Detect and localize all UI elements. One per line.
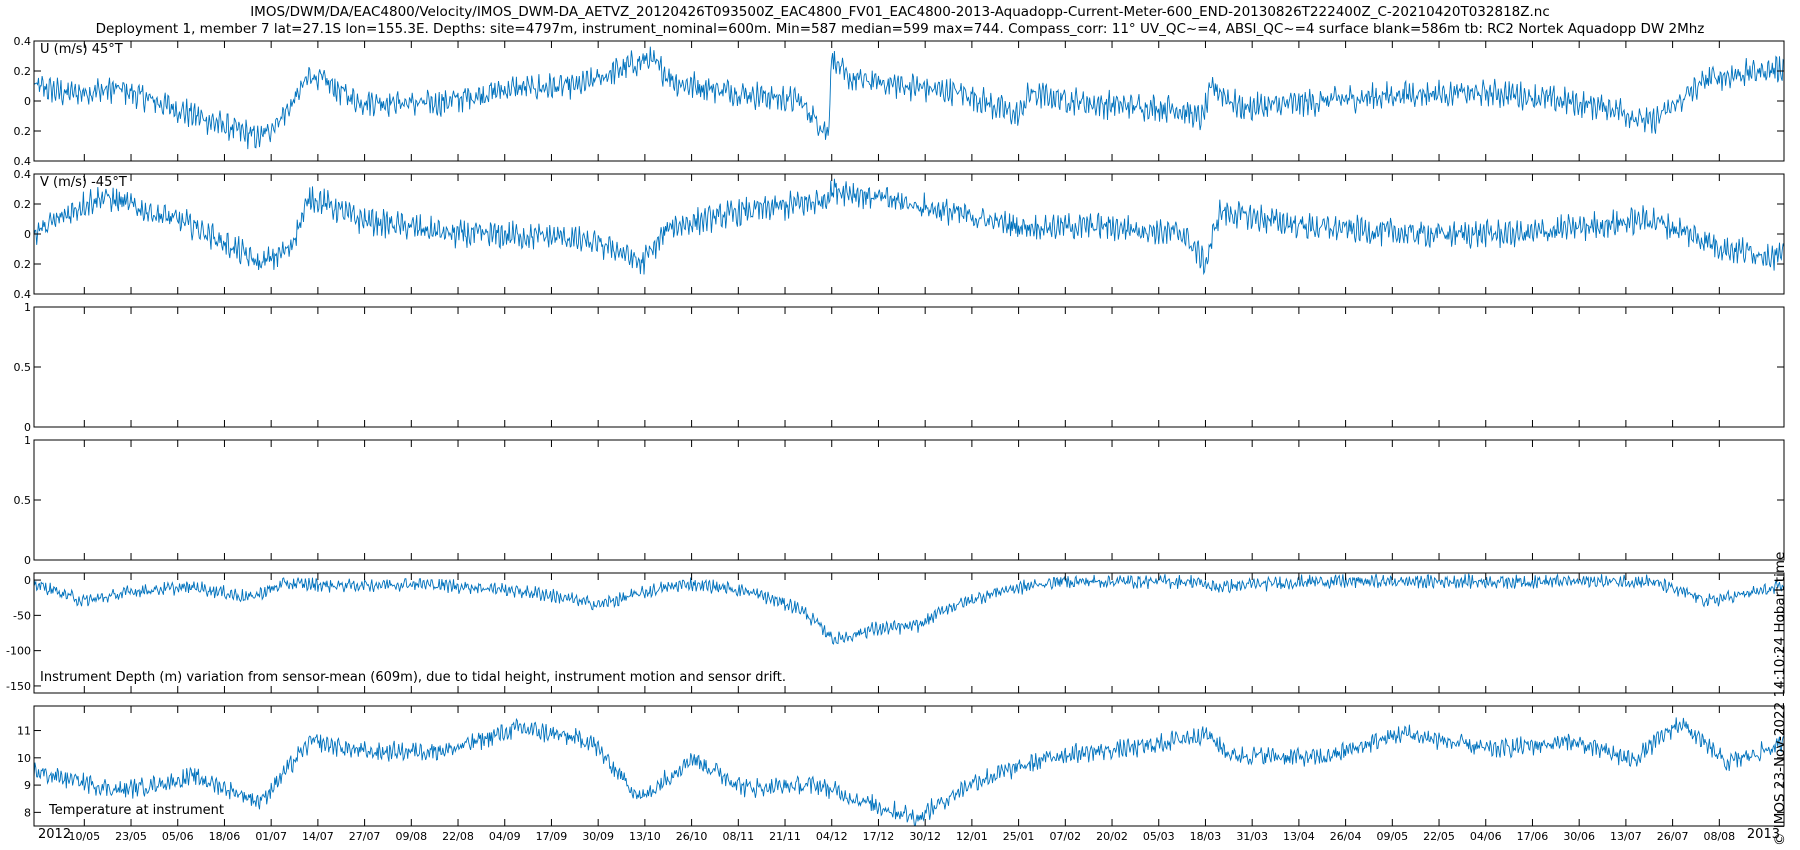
time-tick-label: 08/08 [1703, 830, 1735, 843]
figure-title-line-2: Deployment 1, member 7 lat=27.1S lon=155… [95, 21, 1705, 37]
y-tick-label: 11 [17, 725, 31, 738]
panel-instrument-depth: 0 -50 -100 -150 Instrument Depth (m) variati… [6, 572, 1785, 694]
y-tick-label: 10 [17, 752, 31, 765]
y-tick-label: -50 [13, 609, 31, 622]
y-tick-label: 0.2 [14, 125, 32, 138]
time-tick-label: 13/10 [629, 830, 661, 843]
time-tick-label: 09/05 [1376, 830, 1408, 843]
panel-empty-1: 10.50 [14, 301, 1785, 434]
time-tick-label: 04/12 [816, 830, 848, 843]
time-tick-label: 17/09 [536, 830, 568, 843]
time-tick-label: 17/06 [1517, 830, 1549, 843]
y-tick-label: 0 [24, 421, 31, 434]
time-tick-label: 18/03 [1190, 830, 1222, 843]
panel-label: V (m/s) -45°T [40, 175, 127, 190]
y-tick-label: -150 [6, 680, 31, 693]
y-tick-label: 1 [24, 301, 31, 314]
y-tick-label: 0.5 [14, 361, 32, 374]
time-tick-label: 20/02 [1096, 830, 1128, 843]
y-tick-label: 0.2 [14, 258, 32, 271]
y-tick-label: 0.2 [14, 198, 32, 211]
time-tick-label: 30/06 [1563, 830, 1595, 843]
time-tick-label: 22/08 [442, 830, 474, 843]
time-tick-label: 12/01 [956, 830, 988, 843]
panel-axes-box [33, 439, 1785, 561]
panel-label: Instrument Depth (m) variation from sens… [40, 670, 786, 685]
y-tick-label: 0.2 [14, 65, 32, 78]
time-tick-label: 17/12 [863, 830, 895, 843]
series-line [33, 178, 1785, 276]
panel-axes-box [33, 572, 1785, 694]
time-tick-label: 18/06 [209, 830, 241, 843]
time-tick-label: 30/09 [582, 830, 614, 843]
time-tick-label: 14/07 [302, 830, 334, 843]
year-label: 2012 [38, 827, 71, 842]
time-tick-label: 21/11 [769, 830, 801, 843]
time-tick-label: 25/01 [1003, 830, 1035, 843]
time-tick-label: 13/07 [1610, 830, 1642, 843]
time-tick-label: 05/06 [162, 830, 194, 843]
panel-axes-box [33, 306, 1785, 428]
figure-title-line-1: IMOS/DWM/DA/EAC4800/Velocity/IMOS_DWM-DA… [250, 4, 1550, 20]
y-tick-label: 0.5 [14, 494, 32, 507]
time-axis-labels: 10/05 23/05 05/06 18/06 01/07 14/07 27/07 09/08… [38, 827, 1780, 843]
time-tick-label: 26/10 [676, 830, 708, 843]
panel-label: Temperature at instrument [48, 803, 224, 818]
y-tick-label: 0.4 [14, 155, 32, 168]
panel-u-velocity: 0.4 0.2 0 0.2 0.4 U (m/s) 45°T [14, 35, 1785, 168]
time-tick-label: 23/05 [115, 830, 147, 843]
panel-empty-2: 10.50 [14, 434, 1785, 567]
year-label: 2013 [1747, 827, 1780, 842]
panel-label: U (m/s) 45°T [40, 42, 123, 57]
y-tick-label: 9 [24, 779, 31, 792]
y-tick-label: 0 [24, 554, 31, 567]
panel-axes-box [33, 705, 1785, 827]
series-line [33, 573, 1785, 645]
time-tick-label: 22/05 [1423, 830, 1455, 843]
time-tick-label: 26/07 [1657, 830, 1689, 843]
y-tick-label: 1 [24, 434, 31, 447]
y-tick-label: 8 [24, 806, 31, 819]
time-tick-label: 04/09 [489, 830, 521, 843]
series-line [33, 46, 1785, 150]
panel-v-velocity: 0.4 0.2 0 0.2 0.4 V (m/s) -45°T [14, 168, 1785, 301]
time-tick-label: 08/11 [722, 830, 754, 843]
time-tick-label: 09/08 [395, 830, 427, 843]
time-tick-label: 01/07 [255, 830, 287, 843]
time-tick-label: 07/02 [1049, 830, 1081, 843]
y-tick-label: 0.4 [14, 288, 32, 301]
time-tick-label: 04/06 [1470, 830, 1502, 843]
time-tick-label: 26/04 [1330, 830, 1362, 843]
y-tick-label: 0 [24, 228, 31, 241]
y-tick-label: 0.4 [14, 168, 32, 181]
copyright-stamp: © IMOS 23-Nov-2022 14:10:24 Hobart time [1772, 551, 1788, 846]
time-tick-label: 10/05 [68, 830, 100, 843]
time-tick-label: 31/03 [1236, 830, 1268, 843]
panel-temperature: 11 10 9 8 Temperature at instrument [17, 705, 1785, 827]
y-tick-label: 0 [24, 95, 31, 108]
time-tick-label: 30/12 [909, 830, 941, 843]
y-tick-label: 0 [24, 574, 31, 587]
series-line [33, 717, 1785, 827]
y-tick-label: -100 [6, 645, 31, 658]
time-tick-label: 13/04 [1283, 830, 1315, 843]
y-tick-label: 0.4 [14, 35, 32, 48]
time-tick-label: 27/07 [349, 830, 381, 843]
time-tick-label: 05/03 [1143, 830, 1175, 843]
